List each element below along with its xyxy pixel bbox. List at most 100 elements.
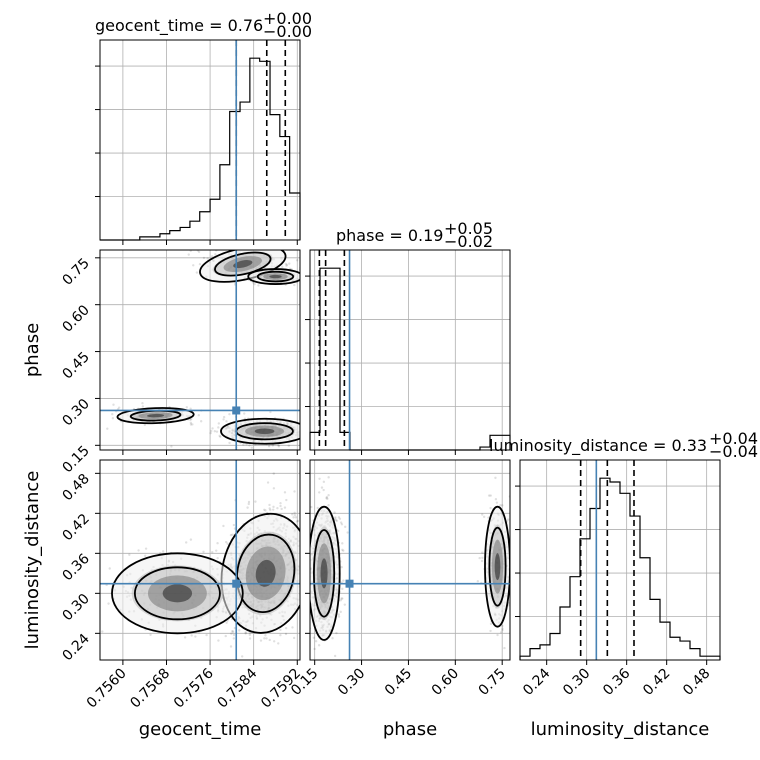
histogram-geocent_time xyxy=(100,57,301,241)
sample-point xyxy=(183,636,187,639)
y-tick-label-phase: 0.60 xyxy=(59,302,92,335)
sample-point xyxy=(305,271,307,273)
y-tick-label-luminosity_distance: 0.24 xyxy=(59,631,92,664)
sample-point xyxy=(338,517,342,521)
sample-point xyxy=(346,531,349,534)
sample-point xyxy=(248,633,252,637)
density-level xyxy=(233,260,253,269)
sample-point xyxy=(339,610,342,614)
sample-point xyxy=(342,579,345,582)
sample-point xyxy=(189,418,192,422)
sample-point xyxy=(272,487,276,490)
x-tick-label-luminosity_distance: 0.30 xyxy=(560,666,593,699)
density-panel-phase-luminosity_distance: 0.15 0.30 0.45 0.60 0.75 xyxy=(288,459,511,699)
sample-point xyxy=(292,516,295,519)
sample-point xyxy=(339,521,343,524)
sample-point xyxy=(280,507,283,511)
sample-point xyxy=(210,429,213,433)
sample-point xyxy=(313,647,316,651)
sample-point xyxy=(341,587,344,591)
sample-point xyxy=(189,423,193,426)
density-level xyxy=(494,553,501,581)
sample-point xyxy=(202,550,205,553)
sample-point xyxy=(267,445,271,448)
sample-point xyxy=(482,515,486,519)
sample-point xyxy=(284,632,288,636)
sample-point xyxy=(295,520,299,523)
sample-point xyxy=(265,637,268,640)
sample-point xyxy=(325,495,329,499)
sample-point xyxy=(143,423,147,427)
hist-panel-luminosity_distance: 0.24 0.30 0.36 0.42 0.48 xyxy=(515,459,721,699)
sample-point xyxy=(494,497,498,501)
sample-point xyxy=(341,548,344,552)
title-phase-plus: +0.05 xyxy=(444,219,493,238)
sample-point xyxy=(194,635,197,638)
sample-point xyxy=(306,539,308,541)
sample-point xyxy=(195,271,199,274)
sample-point xyxy=(323,424,325,426)
sample-point xyxy=(301,441,303,443)
sample-point xyxy=(291,513,294,516)
sample-point xyxy=(333,511,336,514)
sample-point xyxy=(322,673,324,675)
contour-line xyxy=(484,505,510,628)
sample-point xyxy=(340,523,344,526)
contour-line xyxy=(310,505,341,641)
density-level xyxy=(254,428,275,435)
sample-point xyxy=(332,431,334,433)
contour-line xyxy=(111,552,244,635)
sample-point xyxy=(301,514,303,516)
contour-line xyxy=(247,268,300,285)
sample-point xyxy=(310,505,313,509)
sample-point xyxy=(224,540,228,544)
contour-line xyxy=(214,251,272,277)
density-content xyxy=(307,460,510,675)
sample-point xyxy=(268,503,271,507)
sample-point xyxy=(228,412,231,416)
sample-point xyxy=(264,634,267,637)
sample-point xyxy=(205,633,208,637)
density-level xyxy=(255,559,276,587)
sample-point xyxy=(215,430,219,433)
sample-point xyxy=(326,497,329,500)
sample-point xyxy=(111,413,114,416)
title-phase: phase = 0.19 xyxy=(336,226,443,245)
sample-point xyxy=(218,434,221,438)
sample-point xyxy=(281,265,284,269)
sample-point xyxy=(254,667,256,669)
sample-point xyxy=(320,486,324,489)
sample-point xyxy=(303,556,305,558)
sample-point xyxy=(311,440,313,442)
sample-point xyxy=(144,554,147,558)
sample-point xyxy=(294,516,298,519)
x-tick-label-geocent_time: 0.7568 xyxy=(127,666,173,712)
sample-point xyxy=(340,565,343,569)
sample-point xyxy=(185,406,188,409)
sample-point xyxy=(101,630,104,633)
histogram-phase xyxy=(309,267,511,451)
sample-point xyxy=(487,494,491,497)
xlabel-luminosity-distance: luminosity_distance xyxy=(531,719,710,740)
sample-point xyxy=(288,262,291,265)
sample-point xyxy=(199,420,203,423)
sample-point xyxy=(246,506,249,509)
sample-point xyxy=(219,435,222,438)
x-tick-label-luminosity_distance: 0.36 xyxy=(600,665,633,698)
axes-frame xyxy=(99,459,301,661)
x-tick-label-luminosity_distance: 0.42 xyxy=(640,666,673,699)
sample-point xyxy=(263,637,266,640)
sample-point xyxy=(214,253,217,256)
x-tick-label-geocent_time: 0.7584 xyxy=(215,665,261,711)
y-tick-label-luminosity_distance: 0.48 xyxy=(59,471,92,504)
sample-point xyxy=(307,564,309,566)
sample-point xyxy=(325,496,328,500)
sample-point xyxy=(341,542,344,545)
sample-point xyxy=(489,494,492,497)
y-tick-label-luminosity_distance: 0.42 xyxy=(59,511,92,544)
sample-point xyxy=(305,582,307,584)
sample-point xyxy=(481,556,484,560)
x-tick-label-geocent_time: 0.7576 xyxy=(171,665,217,711)
sample-point xyxy=(128,553,131,556)
